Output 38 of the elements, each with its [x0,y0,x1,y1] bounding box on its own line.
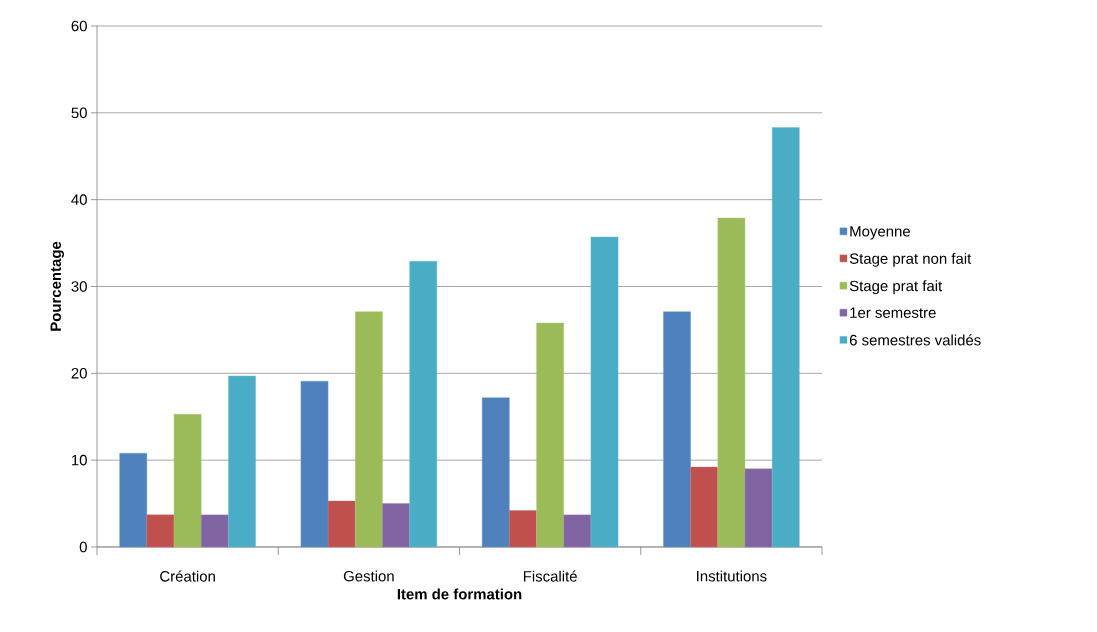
y-axis-title: Pourcentage [50,241,65,331]
bar [355,311,383,548]
legend-label: Stage prat fait [849,280,943,295]
bar [173,413,202,548]
y-tick-label: 0 [79,541,87,553]
bar [300,380,329,548]
bar [717,217,746,548]
bar [744,468,773,548]
bar [119,453,148,548]
bar [146,514,175,548]
bar [382,503,410,548]
bar [663,311,691,548]
y-tick-label: 50 [71,107,87,119]
legend-label: Moyenne [850,226,910,240]
legend-label: 1er semestre [850,307,936,318]
bar [563,514,592,548]
bar [771,127,800,548]
y-tick-label: 10 [72,454,87,466]
x-axis-title: Item de formation [397,588,522,600]
x-tick-label: Fiscalité [523,570,577,582]
bar [327,500,356,548]
bar [690,466,718,548]
x-tick-label: Création [160,570,215,582]
bar [536,322,564,548]
x-tick-label: Institutions [697,570,767,582]
bar [409,261,438,548]
legend-label: 6 semestres validés [849,334,981,346]
bar [481,397,510,548]
y-tick-label: 20 [71,368,87,379]
x-tick-label: Gestion [343,570,394,582]
legend-label: Stage prat non fait [849,252,972,267]
bar [590,236,619,548]
y-tick-label: 60 [71,20,87,32]
bar [201,514,229,548]
bar [509,510,537,548]
bar [228,375,256,548]
y-tick-label: 40 [71,194,87,205]
y-tick-label: 30 [71,281,87,292]
